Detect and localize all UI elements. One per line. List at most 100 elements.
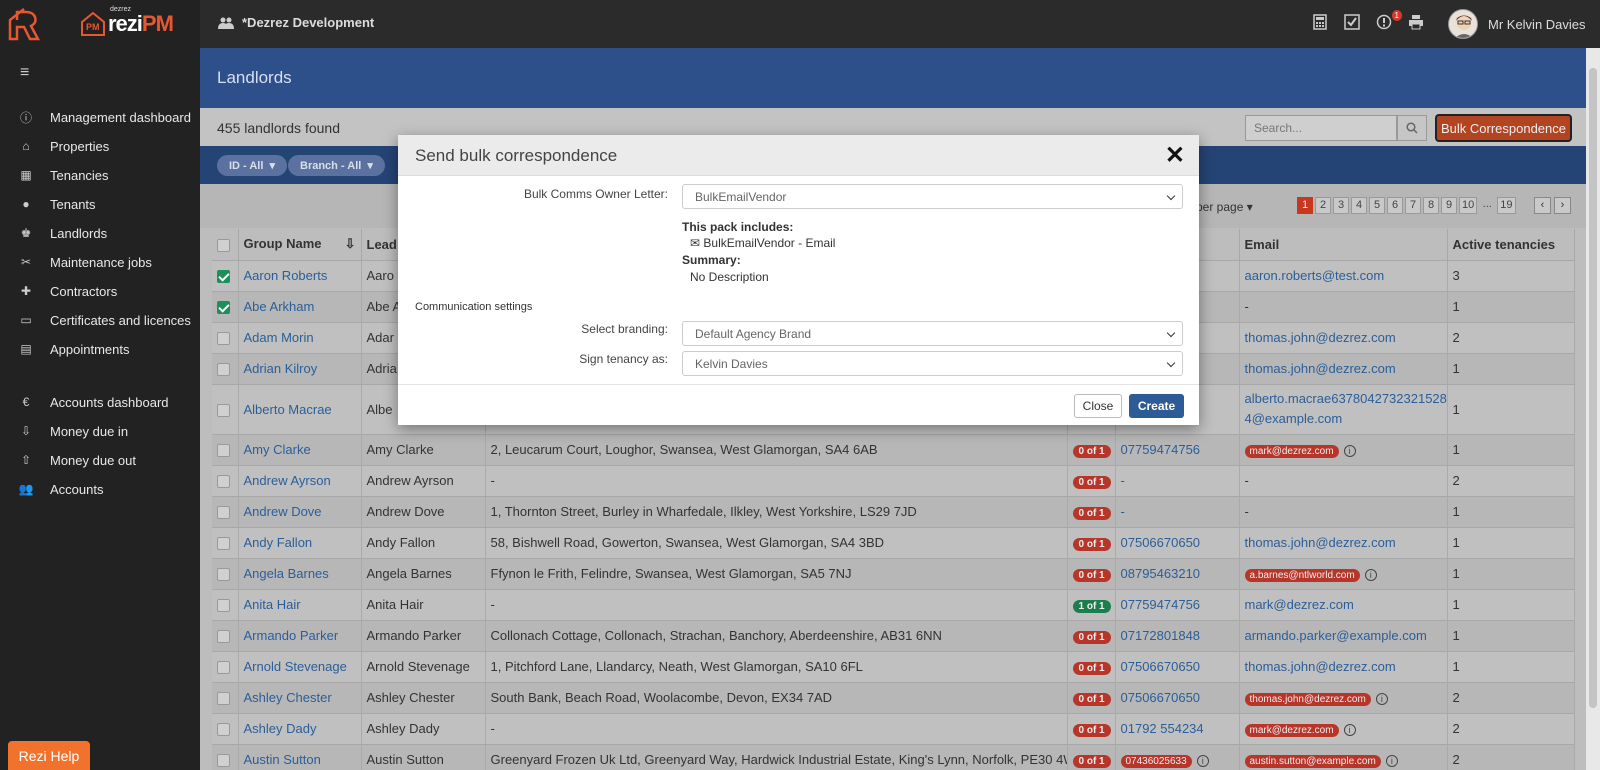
- create-button[interactable]: Create: [1129, 394, 1184, 418]
- sign-select[interactable]: Kelvin Davies: [682, 351, 1183, 376]
- email-invalid-badge[interactable]: mark@dezrez.com: [1244, 444, 1339, 458]
- table-row[interactable]: Armando Parker Armando Parker Collonach Co…: [212, 619, 1575, 651]
- page-3[interactable]: 3: [1333, 197, 1349, 214]
- bulk-correspondence-button[interactable]: Bulk Correspondence: [1435, 114, 1572, 142]
- rezi-r-logo-icon[interactable]: [8, 7, 40, 41]
- email-link[interactable]: thomas.john@dezrez.com: [1244, 659, 1396, 674]
- sidebar-item-certificates[interactable]: ▭ Certificates and licences: [18, 309, 191, 331]
- page-2[interactable]: 2: [1315, 197, 1331, 214]
- page-4[interactable]: 4: [1351, 197, 1367, 214]
- page-7[interactable]: 7: [1405, 197, 1421, 214]
- sidebar-item-maintenance-jobs[interactable]: ✂ Maintenance jobs: [18, 251, 152, 273]
- row-checkbox[interactable]: [217, 363, 230, 377]
- page-19[interactable]: 19: [1497, 197, 1516, 214]
- group-name-link[interactable]: Amy Clarke: [243, 442, 311, 457]
- page-5[interactable]: 5: [1369, 197, 1385, 214]
- group-name-link[interactable]: Adrian Kilroy: [243, 361, 318, 376]
- print-icon[interactable]: [1408, 14, 1428, 34]
- col-email[interactable]: Email: [1239, 229, 1448, 260]
- sidebar-item-accounts-dashboard[interactable]: € Accounts dashboard: [18, 391, 169, 413]
- email-link[interactable]: thomas.john@dezrez.com: [1244, 535, 1396, 550]
- alerts-icon[interactable]: 1: [1376, 10, 1402, 34]
- row-checkbox[interactable]: [217, 403, 230, 417]
- phone-link[interactable]: 07506670650: [1120, 690, 1201, 705]
- info-icon[interactable]: i: [1196, 754, 1209, 767]
- col-active-tenancies[interactable]: Active tenancies: [1447, 229, 1575, 260]
- table-row[interactable]: Andrew Ayrson Andrew Ayrson -0 of 1--2: [212, 464, 1575, 496]
- info-icon[interactable]: i: [1343, 444, 1356, 457]
- table-row[interactable]: Arnold Stevenage Arnold Stevenage 1, Pitch…: [212, 650, 1575, 682]
- row-checkbox[interactable]: [217, 301, 230, 315]
- group-name-link[interactable]: Ashley Chester: [243, 690, 332, 705]
- tasks-check-icon[interactable]: [1344, 14, 1364, 34]
- scrollbar-thumb[interactable]: [1589, 68, 1597, 708]
- sidebar-item-tenants[interactable]: ● Tenants: [18, 193, 95, 215]
- phone-link[interactable]: 08795463210: [1120, 566, 1201, 581]
- row-checkbox[interactable]: [217, 568, 230, 582]
- row-checkbox[interactable]: [217, 692, 230, 706]
- group-name-link[interactable]: Angela Barnes: [243, 566, 329, 581]
- page-9[interactable]: 9: [1441, 197, 1457, 214]
- table-row[interactable]: Andrew Dove Andrew Dove 1, Thornton Street…: [212, 495, 1575, 527]
- chevron-left-icon[interactable]: ‹: [1534, 197, 1551, 214]
- group-name-link[interactable]: Ashley Dady: [243, 721, 317, 736]
- info-icon[interactable]: i: [1364, 568, 1377, 581]
- letter-select[interactable]: BulkEmailVendor: [682, 184, 1183, 209]
- row-checkbox[interactable]: [217, 506, 230, 520]
- sidebar-item-money-due-out[interactable]: ⇧ Money due out: [18, 449, 136, 471]
- email-link[interactable]: armando.parker@example.com: [1244, 628, 1427, 643]
- branding-select[interactable]: Default Agency Brand: [682, 321, 1183, 346]
- close-icon[interactable]: ✕: [1164, 142, 1185, 169]
- sidebar-item-contractors[interactable]: ✚ Contractors: [18, 280, 117, 302]
- table-row[interactable]: Andy Fallon Andy Fallon 58, Bishwell Road,…: [212, 526, 1575, 558]
- user-menu[interactable]: Mr Kelvin Davies: [1448, 9, 1586, 39]
- row-checkbox[interactable]: [217, 270, 230, 284]
- calculator-icon[interactable]: [1312, 14, 1332, 34]
- filter-id[interactable]: ID - All ▾: [217, 155, 287, 176]
- search-button[interactable]: [1397, 115, 1427, 141]
- row-checkbox[interactable]: [217, 723, 230, 737]
- group-name-link[interactable]: Andrew Dove: [243, 504, 322, 519]
- sidebar-item-management-dashboard[interactable]: ⓘ Management dashboard: [18, 106, 191, 128]
- row-checkbox[interactable]: [217, 754, 230, 768]
- email-link[interactable]: alberto.macrae63780427323215282: [1244, 391, 1447, 406]
- page-6[interactable]: 6: [1387, 197, 1403, 214]
- group-name-link[interactable]: Aaron Roberts: [243, 268, 328, 283]
- close-button[interactable]: Close: [1074, 394, 1122, 418]
- phone-link[interactable]: 07172801848: [1120, 628, 1201, 643]
- group-name-link[interactable]: Andrew Ayrson: [243, 473, 331, 488]
- group-name-link[interactable]: Andy Fallon: [243, 535, 313, 550]
- group-name-link[interactable]: Anita Hair: [243, 597, 301, 612]
- row-checkbox[interactable]: [217, 599, 230, 613]
- phone-link[interactable]: 07506670650: [1120, 535, 1201, 550]
- info-icon[interactable]: i: [1375, 692, 1388, 705]
- table-row[interactable]: Austin Sutton Austin Sutton Greenyard Froz…: [212, 743, 1575, 770]
- group-name-link[interactable]: Adam Morin: [243, 330, 314, 345]
- table-row[interactable]: Ashley Chester Ashley Chester South Bank, …: [212, 681, 1575, 713]
- page-scrollbar[interactable]: [1586, 48, 1600, 770]
- sidebar-item-money-due-in[interactable]: ⇩ Money due in: [18, 420, 128, 442]
- row-checkbox[interactable]: [217, 661, 230, 675]
- menu-toggle-icon[interactable]: ≡: [20, 64, 30, 81]
- row-checkbox[interactable]: [217, 475, 230, 489]
- page-10[interactable]: 10: [1459, 197, 1478, 214]
- group-name-link[interactable]: Alberto Macrae: [243, 401, 332, 417]
- phone-invalid-badge[interactable]: 07436025633: [1120, 754, 1192, 768]
- page-1[interactable]: 1: [1297, 197, 1313, 214]
- sort-icon[interactable]: ⇩: [344, 236, 356, 252]
- page-8[interactable]: 8: [1423, 197, 1439, 214]
- table-row[interactable]: Angela Barnes Angela Barnes Ffynon le Frit…: [212, 557, 1575, 589]
- row-checkbox[interactable]: [217, 630, 230, 644]
- rezi-help-button[interactable]: Rezi Help: [8, 741, 90, 770]
- email-invalid-badge[interactable]: mark@dezrez.com: [1244, 723, 1339, 737]
- sidebar-item-properties[interactable]: ⌂ Properties: [18, 135, 109, 157]
- email-link[interactable]: thomas.john@dezrez.com: [1244, 361, 1396, 376]
- phone-link[interactable]: -: [1120, 473, 1125, 488]
- group-name-link[interactable]: Austin Sutton: [243, 752, 321, 768]
- rezipm-logo[interactable]: PM dezrez reziPM: [80, 6, 175, 41]
- sidebar-item-accounts[interactable]: 👥 Accounts: [18, 478, 104, 500]
- row-checkbox[interactable]: [217, 444, 230, 458]
- email-invalid-badge[interactable]: thomas.john@dezrez.com: [1244, 692, 1371, 706]
- row-checkbox[interactable]: [217, 332, 230, 346]
- group-name-link[interactable]: Arnold Stevenage: [243, 659, 347, 674]
